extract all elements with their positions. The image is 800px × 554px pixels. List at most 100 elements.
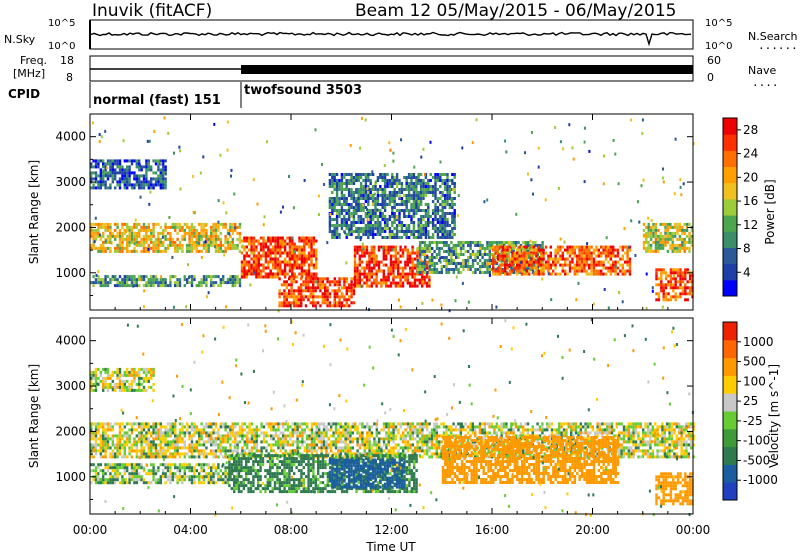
heatmap-cell xyxy=(352,206,356,209)
heatmap-cell xyxy=(674,286,677,290)
heatmap-cell xyxy=(391,197,394,200)
heatmap-cell xyxy=(524,244,527,247)
heatmap-cell xyxy=(269,272,272,276)
heatmap-cell xyxy=(94,437,98,441)
heatmap-cell xyxy=(145,162,148,166)
heatmap-cell xyxy=(614,269,617,273)
heatmap-cell xyxy=(188,237,191,241)
heatmap-cell xyxy=(681,280,685,284)
heatmap-cell xyxy=(286,263,289,267)
heatmap-cell xyxy=(453,209,456,212)
heatmap-cell xyxy=(493,259,496,262)
heatmap-cell xyxy=(118,177,122,181)
heatmap-cell xyxy=(406,260,409,264)
heatmap-cell xyxy=(226,246,230,250)
heatmap-cell xyxy=(531,265,535,268)
heatmap-cell xyxy=(373,278,376,282)
heatmap-cell xyxy=(224,452,227,456)
heatmap-cell xyxy=(394,245,397,249)
nsearch-tick-low: 10^0 xyxy=(705,41,732,52)
heatmap-cell xyxy=(520,272,524,276)
heatmap-cell xyxy=(306,437,309,441)
heatmap-cell xyxy=(659,222,662,226)
heatmap-cell xyxy=(262,251,265,255)
heatmap-cell xyxy=(438,271,441,274)
heatmap-cell xyxy=(264,242,268,246)
heatmap-cell xyxy=(621,254,624,258)
heatmap-cell xyxy=(121,168,124,172)
heatmap-cell xyxy=(359,206,363,209)
heatmap-cell xyxy=(257,260,260,264)
heatmap-cell xyxy=(443,194,447,197)
heatmap-cell xyxy=(111,428,114,432)
heatmap-cell xyxy=(102,222,105,226)
heatmap-cell xyxy=(659,234,662,238)
heatmap-cell xyxy=(169,243,172,247)
heatmap-cell xyxy=(94,443,98,447)
heatmap-cell xyxy=(292,301,296,305)
heatmap-cell xyxy=(164,425,167,429)
heatmap-cell xyxy=(397,281,400,285)
heatmap-cell xyxy=(504,248,507,252)
heatmap-cell xyxy=(178,437,182,441)
heatmap-cell xyxy=(111,234,114,238)
heatmap-cell xyxy=(424,194,428,197)
heatmap-speck xyxy=(360,116,363,120)
heatmap-cell xyxy=(259,236,263,240)
heatmap-cell xyxy=(367,176,370,179)
heatmap-speck xyxy=(642,178,645,182)
heatmap-cell xyxy=(353,248,357,252)
heatmap-cell xyxy=(376,188,380,191)
heatmap-cell xyxy=(452,250,455,253)
heatmap-cell xyxy=(367,194,370,197)
heatmap-cell xyxy=(330,443,333,447)
heatmap-cell xyxy=(294,440,297,444)
heatmap-cell xyxy=(350,188,353,191)
heatmap-cell xyxy=(516,251,519,255)
heatmap-cell xyxy=(662,283,665,287)
heatmap-cell xyxy=(224,440,227,444)
heatmap-cell xyxy=(660,271,663,275)
heatmap-cell xyxy=(94,177,98,181)
heatmap-speck xyxy=(164,172,167,176)
heatmap-cell xyxy=(121,428,124,432)
heatmap-cell xyxy=(193,225,196,229)
heatmap-cell xyxy=(243,272,246,276)
heatmap-cell xyxy=(347,179,351,182)
heatmap-cell xyxy=(374,212,377,215)
heatmap-cell xyxy=(142,446,146,450)
heatmap-cell xyxy=(224,234,227,238)
heatmap-cell xyxy=(229,446,232,450)
heatmap-cell xyxy=(106,422,110,426)
heatmap-cell xyxy=(335,218,339,221)
heatmap-cell xyxy=(455,265,458,268)
heatmap-cell xyxy=(283,251,287,255)
heatmap-cell xyxy=(154,237,158,241)
heatmap-cell xyxy=(210,449,213,453)
heatmap-cell xyxy=(240,269,244,273)
heatmap-cell xyxy=(352,286,356,290)
heatmap-cell xyxy=(121,171,124,175)
heatmap-cell xyxy=(364,224,368,227)
heatmap-cell xyxy=(178,246,182,250)
heatmap-cell xyxy=(250,428,254,432)
heatmap-cell xyxy=(162,278,165,282)
heatmap-cell xyxy=(479,268,482,271)
heatmap-cell xyxy=(298,422,302,426)
heatmap-cell xyxy=(455,256,458,259)
heatmap-cell xyxy=(214,443,218,447)
heatmap-cell xyxy=(288,254,292,258)
heatmap-cell xyxy=(281,251,284,255)
heatmap-cell xyxy=(520,245,524,249)
heatmap-cell xyxy=(162,162,165,166)
heatmap-cell xyxy=(92,434,95,438)
heatmap-speck xyxy=(97,270,100,274)
heatmap-cell xyxy=(607,251,610,255)
heatmap-cell xyxy=(511,263,514,267)
heatmap-cell xyxy=(659,246,662,250)
heatmap-cell xyxy=(357,227,360,230)
heatmap-cell xyxy=(417,224,420,227)
heatmap-cell xyxy=(219,443,222,447)
heatmap-cell xyxy=(269,239,272,243)
heatmap-cell xyxy=(133,231,136,235)
